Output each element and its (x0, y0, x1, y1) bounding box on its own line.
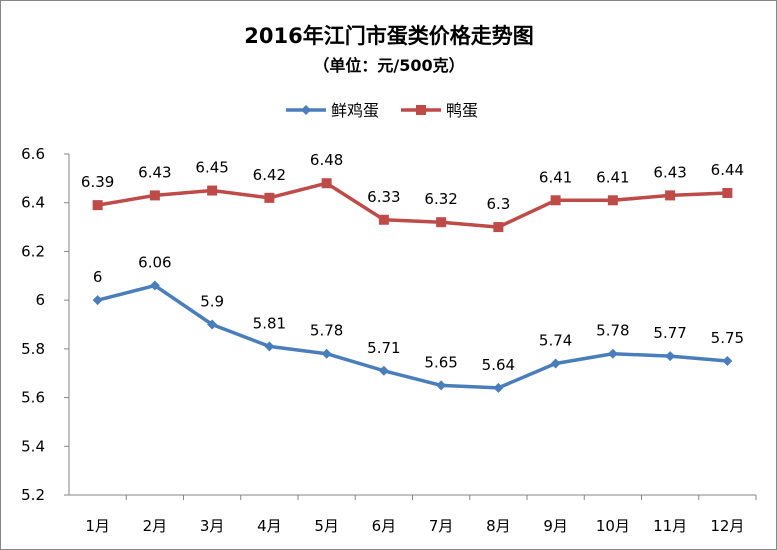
chart-subtitle: （单位：元/500克） (313, 56, 464, 75)
square-marker (436, 217, 447, 228)
x-tick-label: 7月 (429, 517, 454, 535)
series-square: 6.39 6.43 6.45 6.42 6.48 6.33 6.32 6.3 6.41 6.41 6… (81, 151, 744, 233)
data-label: 5.74 (539, 331, 572, 349)
y-tick-label: 5.6 (21, 389, 45, 407)
series-diamond: 6 6.06 5.9 5.81 5.78 5.71 5.65 5.64 5.74 5.78 5.77… (92, 254, 744, 393)
square-marker (92, 200, 103, 211)
data-label: 5.78 (596, 322, 629, 340)
data-label: 5.71 (367, 339, 400, 357)
diamond-marker (722, 356, 733, 367)
diamond-marker (264, 341, 275, 352)
diamond-marker (321, 348, 332, 359)
data-label: 6.48 (310, 151, 343, 169)
data-label: 5.81 (253, 314, 286, 332)
data-label: 6.45 (195, 159, 228, 177)
x-tick-label: 12月 (710, 517, 744, 535)
x-tick-label: 4月 (257, 517, 282, 535)
series-line (97, 181, 728, 229)
legend: 鲜鸡蛋 鸭蛋 (286, 101, 478, 120)
square-marker (416, 105, 426, 115)
data-label: 6.32 (424, 190, 457, 208)
x-tick-label: 2月 (143, 517, 168, 535)
diamond-marker (665, 351, 676, 362)
y-tick-label: 6.2 (21, 242, 45, 260)
square-marker (722, 187, 733, 198)
data-label: 6.43 (138, 163, 171, 181)
y-tick-label: 5.8 (21, 340, 45, 358)
data-label: 5.9 (200, 293, 224, 311)
y-tick-label: 6.4 (21, 194, 45, 212)
plot-area: 6 6.06 5.9 5.81 5.78 5.71 5.65 5.64 5.74 5.78 5.77… (81, 151, 744, 393)
square-marker (321, 178, 332, 189)
square-marker (264, 192, 275, 203)
diamond-marker (607, 348, 618, 359)
legend-label: 鲜鸡蛋 (331, 101, 379, 120)
data-label: 6.3 (486, 195, 510, 213)
legend-label: 鸭蛋 (446, 101, 478, 120)
data-label: 6.44 (711, 161, 744, 179)
data-label: 6.33 (367, 188, 400, 206)
diamond-marker (149, 280, 160, 291)
data-label: 6 (93, 268, 103, 286)
square-marker (550, 195, 561, 206)
x-tick-label: 11月 (653, 517, 687, 535)
data-label: 5.64 (482, 356, 515, 374)
diamond-marker (493, 382, 504, 393)
square-marker (378, 214, 389, 225)
data-label: 5.75 (711, 329, 744, 347)
diamond-marker (92, 295, 103, 306)
data-label: 6.06 (138, 254, 171, 272)
x-tick-label: 6月 (372, 517, 397, 535)
diamond-marker (378, 365, 389, 376)
diamond-marker (301, 105, 311, 115)
data-label: 5.78 (310, 322, 343, 340)
data-label: 5.65 (424, 353, 457, 371)
x-tick-label: 3月 (200, 517, 225, 535)
y-tick-label: 5.4 (21, 437, 45, 455)
square-marker (207, 185, 218, 196)
square-marker (607, 195, 618, 206)
square-marker (665, 190, 676, 201)
x-tick-label: 10月 (596, 517, 630, 535)
y-tick-label: 5.2 (21, 486, 45, 504)
data-label: 6.41 (539, 168, 572, 186)
axes: 5.2 5.4 5.6 5.8 6 6.2 6.4 6.6 1月 2月 3月 4月 5月 6月 7月 8月 9月… (21, 145, 757, 535)
diamond-marker (207, 319, 218, 330)
diamond-marker (436, 380, 447, 391)
y-tick-label: 6.6 (21, 145, 45, 163)
diamond-marker (550, 358, 561, 369)
data-label: 6.42 (253, 166, 286, 184)
square-marker (149, 190, 160, 201)
data-label: 6.39 (81, 173, 114, 191)
data-label: 5.77 (653, 324, 686, 342)
chart-title: 2016年江门市蛋类价格走势图 (244, 24, 533, 48)
x-tick-label: 9月 (543, 517, 568, 535)
x-tick-label: 8月 (486, 517, 511, 535)
data-label: 6.41 (596, 168, 629, 186)
square-marker (493, 222, 504, 233)
x-tick-label: 5月 (314, 517, 339, 535)
series-line (97, 283, 728, 390)
data-label: 6.43 (653, 163, 686, 181)
x-tick-label: 1月 (85, 517, 110, 535)
y-tick-label: 6 (35, 291, 45, 309)
